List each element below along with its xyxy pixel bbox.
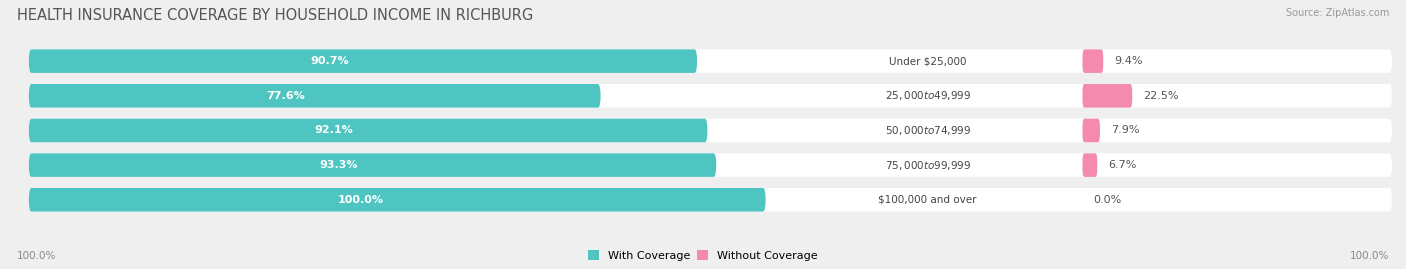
Legend: With Coverage, Without Coverage: With Coverage, Without Coverage bbox=[588, 250, 818, 261]
FancyBboxPatch shape bbox=[28, 119, 707, 142]
Text: 6.7%: 6.7% bbox=[1108, 160, 1136, 170]
Text: 100.0%: 100.0% bbox=[337, 195, 384, 205]
FancyBboxPatch shape bbox=[28, 49, 1392, 73]
Text: 9.4%: 9.4% bbox=[1115, 56, 1143, 66]
FancyBboxPatch shape bbox=[28, 188, 1392, 211]
Text: $75,000 to $99,999: $75,000 to $99,999 bbox=[884, 159, 972, 172]
Text: Under $25,000: Under $25,000 bbox=[889, 56, 966, 66]
FancyBboxPatch shape bbox=[1083, 119, 1099, 142]
Text: 92.1%: 92.1% bbox=[315, 125, 353, 136]
Text: 90.7%: 90.7% bbox=[311, 56, 349, 66]
Text: 93.3%: 93.3% bbox=[319, 160, 357, 170]
FancyBboxPatch shape bbox=[28, 84, 600, 108]
Text: 0.0%: 0.0% bbox=[1094, 195, 1122, 205]
Text: 7.9%: 7.9% bbox=[1111, 125, 1139, 136]
FancyBboxPatch shape bbox=[28, 153, 1392, 177]
FancyBboxPatch shape bbox=[1083, 49, 1104, 73]
Text: 100.0%: 100.0% bbox=[17, 251, 56, 261]
Text: HEALTH INSURANCE COVERAGE BY HOUSEHOLD INCOME IN RICHBURG: HEALTH INSURANCE COVERAGE BY HOUSEHOLD I… bbox=[17, 8, 533, 23]
Text: 77.6%: 77.6% bbox=[267, 91, 305, 101]
Text: 22.5%: 22.5% bbox=[1143, 91, 1178, 101]
FancyBboxPatch shape bbox=[1083, 84, 1132, 108]
Text: $50,000 to $74,999: $50,000 to $74,999 bbox=[884, 124, 972, 137]
Text: Source: ZipAtlas.com: Source: ZipAtlas.com bbox=[1285, 8, 1389, 18]
Text: $25,000 to $49,999: $25,000 to $49,999 bbox=[884, 89, 972, 102]
FancyBboxPatch shape bbox=[28, 119, 1392, 142]
FancyBboxPatch shape bbox=[28, 188, 766, 211]
FancyBboxPatch shape bbox=[1083, 153, 1097, 177]
FancyBboxPatch shape bbox=[28, 153, 716, 177]
Text: $100,000 and over: $100,000 and over bbox=[879, 195, 977, 205]
Text: 100.0%: 100.0% bbox=[1350, 251, 1389, 261]
FancyBboxPatch shape bbox=[28, 49, 697, 73]
FancyBboxPatch shape bbox=[28, 84, 1392, 108]
